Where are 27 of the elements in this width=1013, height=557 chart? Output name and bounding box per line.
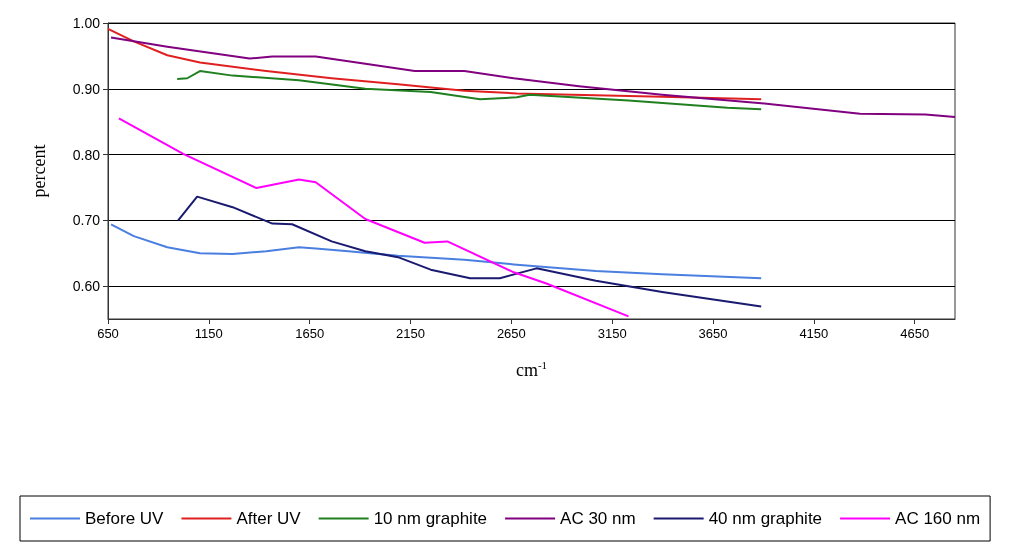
line-series — [107, 27, 763, 101]
line-series — [110, 36, 956, 119]
legend-label: 10 nm graphite — [373, 509, 488, 528]
line-series — [117, 117, 630, 318]
x-tick-label: 4650 — [900, 326, 930, 341]
legend-label: Before UV — [85, 509, 165, 528]
line-series — [176, 70, 763, 111]
legend-label: After UV — [236, 509, 302, 528]
x-tick-label: 650 — [97, 326, 119, 341]
y-tick-label: 0.90 — [72, 80, 101, 97]
y-axis-title: percent — [29, 144, 49, 198]
line-series — [110, 223, 763, 280]
x-tick-label: 1650 — [295, 326, 325, 341]
y-tick-label: 0.60 — [72, 278, 101, 295]
x-tick-label: 1150 — [194, 326, 223, 341]
y-tick-label: 0.70 — [72, 212, 101, 229]
y-tick-label: 1.00 — [72, 15, 101, 31]
x-tick-label: 2650 — [496, 326, 526, 341]
legend-label: AC 30 nm — [560, 509, 636, 528]
x-tick-label: 2150 — [396, 326, 425, 341]
line-series — [177, 195, 763, 308]
x-tick-label: 4150 — [799, 326, 829, 341]
legend-label: AC 160 nm — [895, 509, 981, 528]
legend-label: 40 nm graphite — [708, 509, 823, 528]
y-tick-label: 0.80 — [72, 146, 101, 163]
x-tick-label: 3650 — [698, 326, 728, 341]
x-tick-label: 3150 — [597, 326, 627, 341]
